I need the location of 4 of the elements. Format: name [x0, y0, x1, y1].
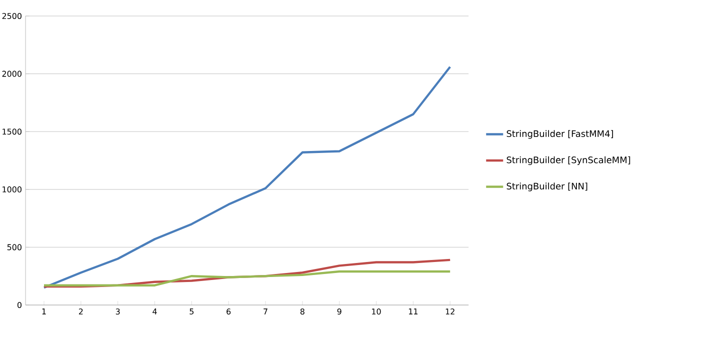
legend-label: StringBuilder [FastMM4] — [506, 130, 613, 139]
legend-label: StringBuilder [SynScaleMM] — [506, 156, 630, 166]
line-series — [42, 258, 452, 288]
legend-label: StringBuilder [NN] — [506, 182, 588, 192]
